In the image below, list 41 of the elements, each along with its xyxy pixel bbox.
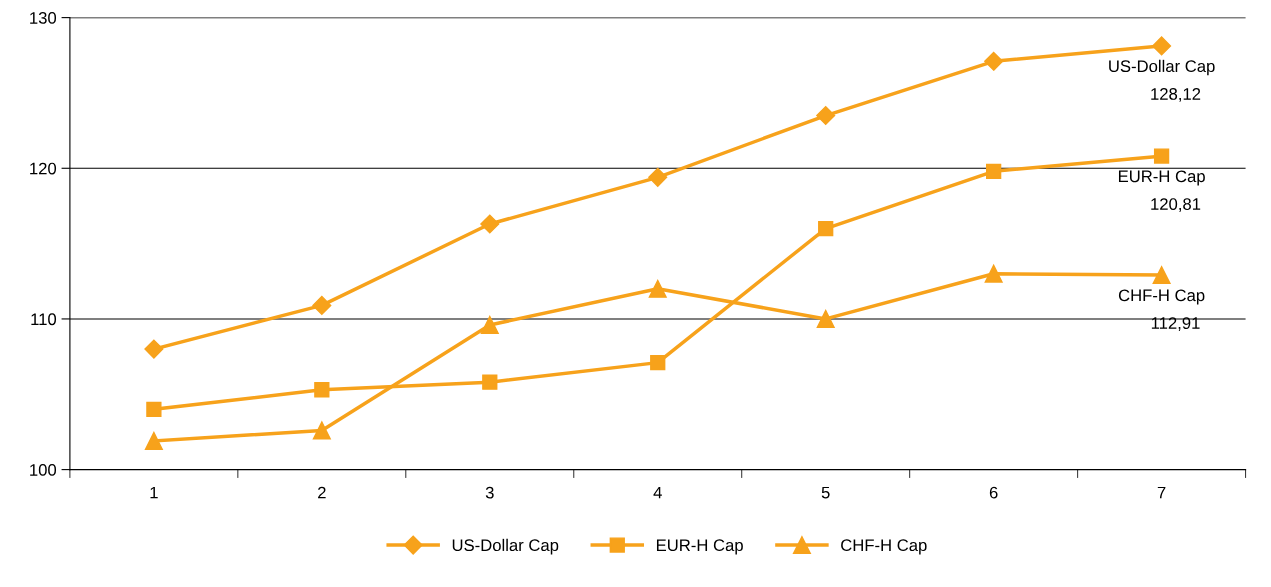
point	[648, 279, 667, 298]
y-tick-label: 120	[30, 162, 57, 175]
point	[144, 339, 164, 359]
legend-label: US-Dollar Cap	[452, 538, 559, 555]
x-tick-label: 4	[653, 486, 662, 499]
y-tick-label: 100	[30, 464, 57, 476]
point	[314, 382, 330, 398]
x-tick-label: 1	[150, 486, 158, 499]
x-tick-label: 7	[1157, 486, 1166, 499]
point	[984, 51, 1004, 71]
y-tick-label: 110	[31, 313, 57, 326]
point	[1152, 36, 1172, 56]
x-tick-label: 6	[989, 486, 998, 499]
point	[1152, 266, 1171, 285]
point	[482, 374, 498, 390]
point	[818, 220, 834, 237]
text: EUR-H Cap	[1118, 170, 1205, 186]
y-tick-label: 130	[30, 12, 57, 24]
point	[312, 421, 331, 440]
data-label: 112,91	[1151, 317, 1200, 331]
x-tick-label: 5	[821, 486, 830, 499]
point	[648, 167, 668, 187]
x-tick-label: 3	[485, 486, 494, 499]
data-label: 120,81	[1151, 198, 1201, 212]
point	[146, 401, 162, 417]
point	[144, 431, 163, 451]
text: US-Dollar Cap	[1109, 59, 1215, 76]
point	[984, 264, 1003, 283]
point	[480, 315, 499, 334]
legend-label: CHF-H Cap	[841, 539, 927, 555]
point	[986, 163, 1002, 179]
point	[1153, 148, 1170, 164]
point	[816, 309, 835, 328]
legend-label: EUR-H Cap	[656, 539, 743, 555]
x-tick-label: 2	[318, 486, 326, 499]
point	[480, 214, 500, 234]
point	[816, 106, 836, 126]
point	[650, 354, 666, 371]
data-label: 128,12	[1151, 88, 1201, 102]
point	[312, 295, 332, 315]
text: CHF-H Cap	[1118, 289, 1205, 305]
